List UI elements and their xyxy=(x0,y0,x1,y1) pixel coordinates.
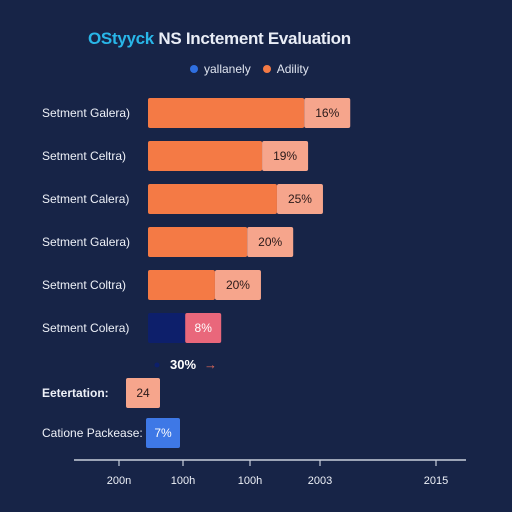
data-label-box-7 xyxy=(126,378,160,408)
brand-label: OStyyck xyxy=(88,29,154,48)
chart-title: OStyyck NS Inctement Evaluation xyxy=(88,29,351,49)
data-label-box-5 xyxy=(214,270,261,300)
annotation-arrow: → xyxy=(204,357,217,372)
data-label-box-3 xyxy=(276,184,323,214)
category-label-1: Setment Galera) xyxy=(42,106,130,120)
data-label-8: 7% xyxy=(154,426,172,440)
title-text: NS Inctement Evaluation xyxy=(158,29,351,48)
chart-legend: yallanely Adility xyxy=(190,62,321,76)
data-label-3: 25% xyxy=(288,192,312,206)
category-label-8: Catione Packease: xyxy=(42,426,143,440)
category-label-5: Setment Coltra) xyxy=(42,278,126,292)
bar-5 xyxy=(148,270,215,300)
category-label-3: Setment Calera) xyxy=(42,192,129,206)
category-label-2: Setment Celtra) xyxy=(42,149,126,163)
data-label-1: 16% xyxy=(315,106,339,120)
data-label-box-4 xyxy=(247,227,294,257)
x-tick-label-3: 100h xyxy=(238,475,262,487)
bar-1 xyxy=(148,98,305,128)
data-label-2: 19% xyxy=(273,149,297,163)
bar-4 xyxy=(148,227,248,257)
legend-item-2: Adility xyxy=(262,62,309,76)
legend-label-2: Adility xyxy=(276,62,309,76)
x-tick-label-4: 2003 xyxy=(308,475,332,487)
data-label-box-2 xyxy=(262,141,309,171)
bar-3 xyxy=(148,184,277,214)
category-label-6: Setment Colera) xyxy=(42,321,129,335)
category-label-7: Eetertation: xyxy=(42,386,109,400)
legend-item-1: yallanely xyxy=(190,62,251,76)
data-label-5: 20% xyxy=(226,278,250,292)
data-label-6: 8% xyxy=(195,321,213,335)
data-label-7: 24 xyxy=(136,386,150,400)
annotation-dot xyxy=(154,362,160,368)
x-tick-label-1: 200n xyxy=(107,475,131,487)
bar-2 xyxy=(148,141,263,171)
data-label-box-6 xyxy=(185,313,222,343)
data-label-box-1 xyxy=(304,98,351,128)
x-tick-label-2: 100h xyxy=(171,475,195,487)
annotation-label: 30% xyxy=(170,357,196,372)
legend-swatch-2 xyxy=(262,65,271,73)
legend-swatch-1 xyxy=(190,65,198,73)
bar-6 xyxy=(148,313,186,343)
data-label-box-8 xyxy=(146,418,180,448)
legend-label-1: yallanely xyxy=(204,62,251,76)
category-label-4: Setment Galera) xyxy=(42,235,130,249)
data-label-4: 20% xyxy=(258,235,282,249)
x-tick-label-5: 2015 xyxy=(424,475,448,487)
